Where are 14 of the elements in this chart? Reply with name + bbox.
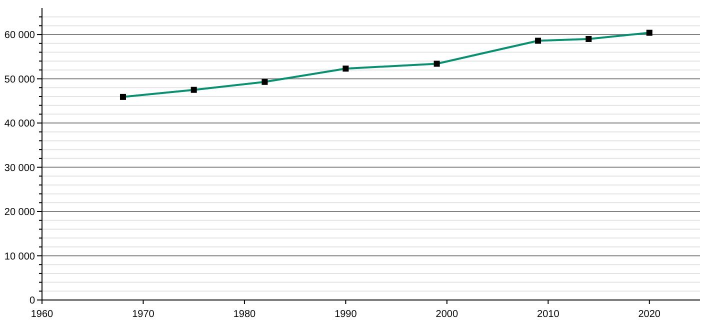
- y-tick-label: 40 000: [4, 118, 36, 130]
- x-tick-label: 1990: [334, 309, 358, 320]
- x-tick-label: 1960: [30, 309, 54, 320]
- x-tick-label: 1970: [132, 309, 155, 320]
- y-tick-label: 60 000: [4, 30, 36, 42]
- y-tick-label: 50 000: [4, 74, 36, 86]
- x-tick-label: 2010: [537, 309, 560, 320]
- x-tick-label: 2020: [638, 309, 661, 320]
- x-tick-label: 1980: [233, 309, 256, 320]
- y-tick-label: 10 000: [4, 251, 36, 262]
- y-tick-label: 0: [29, 296, 36, 306]
- y-tick-label: 30 000: [4, 162, 36, 174]
- x-tick-label: 2000: [436, 309, 458, 320]
- y-tick-label: 20 000: [4, 207, 36, 218]
